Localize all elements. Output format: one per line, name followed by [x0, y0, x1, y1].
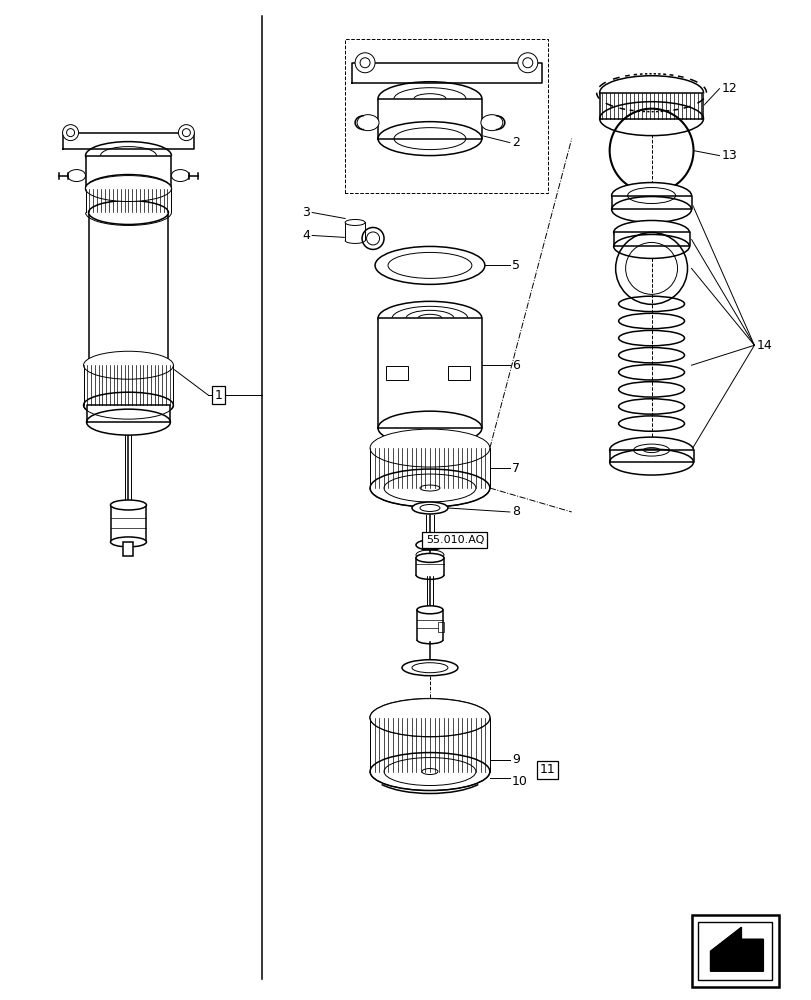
Ellipse shape	[370, 429, 489, 467]
Ellipse shape	[62, 125, 79, 141]
Ellipse shape	[84, 392, 174, 418]
Ellipse shape	[85, 175, 171, 203]
Ellipse shape	[375, 246, 484, 284]
Text: 7: 7	[511, 462, 519, 475]
Polygon shape	[85, 156, 171, 189]
Polygon shape	[62, 133, 194, 149]
Ellipse shape	[480, 115, 502, 131]
Text: 3: 3	[302, 206, 310, 219]
Ellipse shape	[415, 553, 444, 562]
Polygon shape	[370, 718, 489, 772]
Text: 10: 10	[511, 775, 527, 788]
Polygon shape	[378, 99, 481, 139]
Ellipse shape	[613, 220, 689, 244]
Ellipse shape	[417, 606, 442, 614]
Bar	[691, 915, 779, 987]
Polygon shape	[378, 318, 481, 428]
Ellipse shape	[178, 125, 194, 141]
Polygon shape	[613, 232, 689, 246]
Ellipse shape	[110, 500, 146, 510]
Ellipse shape	[378, 411, 481, 445]
Ellipse shape	[370, 699, 489, 737]
Bar	[110, 505, 146, 542]
Text: 2: 2	[511, 136, 519, 149]
Text: 55.010.AQ: 55.010.AQ	[425, 535, 483, 545]
Ellipse shape	[609, 449, 693, 475]
Ellipse shape	[354, 53, 375, 73]
Text: 14: 14	[756, 339, 771, 352]
Ellipse shape	[401, 660, 457, 676]
Text: 13: 13	[720, 149, 736, 162]
Ellipse shape	[599, 102, 702, 136]
Text: 8: 8	[511, 505, 519, 518]
Text: 12: 12	[720, 82, 736, 95]
Ellipse shape	[522, 58, 532, 68]
Text: 11: 11	[539, 763, 555, 776]
Polygon shape	[609, 450, 693, 462]
Ellipse shape	[613, 234, 689, 258]
Ellipse shape	[357, 115, 379, 131]
Polygon shape	[417, 610, 442, 640]
Ellipse shape	[85, 142, 171, 170]
Ellipse shape	[611, 183, 691, 208]
Ellipse shape	[411, 502, 448, 514]
Bar	[385, 366, 407, 380]
Text: 5: 5	[511, 259, 519, 272]
Polygon shape	[352, 63, 541, 83]
Ellipse shape	[182, 129, 190, 137]
Ellipse shape	[88, 201, 168, 224]
Ellipse shape	[370, 753, 489, 791]
Text: 4: 4	[302, 229, 310, 242]
Ellipse shape	[517, 53, 537, 73]
Polygon shape	[345, 222, 365, 240]
Ellipse shape	[67, 129, 75, 137]
Ellipse shape	[345, 219, 365, 225]
Bar	[123, 542, 133, 556]
Ellipse shape	[84, 351, 174, 379]
Ellipse shape	[378, 301, 481, 335]
Polygon shape	[85, 189, 171, 212]
Polygon shape	[87, 405, 170, 422]
Polygon shape	[415, 558, 444, 575]
Ellipse shape	[415, 540, 444, 550]
Bar	[448, 366, 470, 380]
Ellipse shape	[359, 58, 370, 68]
Ellipse shape	[611, 197, 691, 222]
Ellipse shape	[67, 170, 85, 182]
Text: 1: 1	[214, 389, 222, 402]
Text: 9: 9	[511, 753, 519, 766]
Text: 6: 6	[511, 359, 519, 372]
Ellipse shape	[609, 437, 693, 463]
Polygon shape	[599, 93, 702, 119]
Ellipse shape	[370, 699, 489, 737]
Ellipse shape	[370, 469, 489, 507]
Ellipse shape	[85, 176, 171, 202]
Ellipse shape	[171, 170, 189, 182]
Polygon shape	[611, 196, 691, 209]
Bar	[697, 922, 771, 980]
Ellipse shape	[87, 409, 170, 435]
Ellipse shape	[378, 122, 481, 156]
Ellipse shape	[378, 82, 481, 116]
Polygon shape	[710, 927, 762, 971]
Polygon shape	[84, 365, 174, 405]
Polygon shape	[88, 212, 168, 365]
Ellipse shape	[110, 537, 146, 547]
Ellipse shape	[599, 76, 702, 110]
Polygon shape	[370, 448, 489, 488]
Bar	[437, 622, 444, 632]
